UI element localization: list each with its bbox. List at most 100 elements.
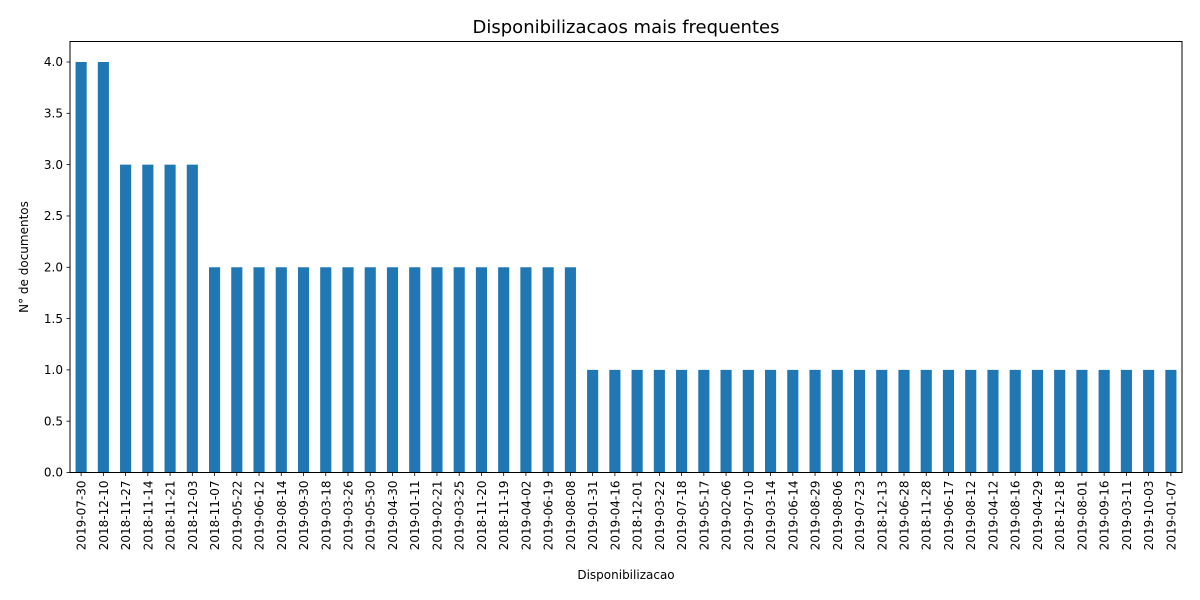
bar [498, 267, 510, 473]
bar [898, 369, 910, 473]
bar [120, 164, 132, 473]
bar [1076, 369, 1088, 473]
bar [1120, 369, 1132, 473]
bars-group [75, 62, 1177, 473]
bar [720, 369, 732, 473]
x-tick-label: 2019-03-14 [764, 481, 778, 551]
y-tick-label: 2.0 [44, 260, 63, 274]
y-tick-label: 3.0 [44, 158, 63, 172]
x-tick-label: 2018-12-10 [97, 481, 111, 551]
bar [1031, 369, 1043, 473]
x-tick-label: 2019-05-22 [230, 481, 244, 551]
y-tick-label: 3.5 [44, 107, 63, 121]
bar [75, 62, 87, 473]
bar [1009, 369, 1021, 473]
x-tick-label: 2019-04-30 [386, 481, 400, 551]
bar [386, 267, 399, 473]
x-tick-label: 2019-01-07 [1164, 481, 1178, 551]
x-tick-label: 2019-07-23 [853, 481, 867, 551]
x-tick-label: 2018-11-27 [119, 481, 133, 551]
bar [1054, 369, 1066, 473]
x-axis: 2019-07-30 2018-12-10 2018-11-27 2018-11-14… [75, 472, 1178, 551]
bar [609, 369, 621, 473]
bar [209, 267, 221, 473]
x-tick-label: 2019-01-11 [408, 481, 422, 551]
bar [987, 369, 999, 473]
x-tick-label: 2019-07-30 [75, 481, 89, 551]
x-tick-label: 2019-09-16 [1098, 481, 1112, 551]
x-tick-label: 2019-09-30 [297, 481, 311, 551]
x-tick-label: 2018-12-01 [631, 481, 645, 551]
bar [253, 267, 265, 473]
bar [587, 369, 599, 473]
x-tick-label: 2019-03-25 [453, 481, 467, 551]
x-tick-label: 2019-10-03 [1142, 481, 1156, 551]
bar [831, 369, 843, 473]
bar [698, 369, 710, 473]
y-tick-label: 4.0 [44, 55, 63, 69]
x-tick-label: 2019-06-14 [786, 481, 800, 551]
x-tick-label: 2018-11-07 [208, 481, 222, 551]
x-tick-label: 2019-02-21 [430, 481, 444, 551]
bar [142, 164, 154, 473]
y-tick-label: 0.5 [44, 414, 63, 428]
y-tick-label: 0.0 [44, 466, 63, 480]
x-tick-label: 2019-06-12 [253, 481, 267, 551]
bar [787, 369, 799, 473]
x-tick-label: 2018-11-28 [920, 481, 934, 551]
x-tick-label: 2019-08-08 [564, 481, 578, 551]
x-tick-label: 2019-03-11 [1120, 481, 1134, 551]
y-tick-label: 1.0 [44, 363, 63, 377]
bar [1165, 369, 1177, 473]
x-tick-label: 2019-04-02 [519, 481, 533, 551]
bar [1098, 369, 1110, 473]
x-tick-label: 2019-03-26 [342, 481, 356, 551]
x-tick-label: 2018-11-21 [164, 481, 178, 551]
y-tick-label: 1.5 [44, 312, 63, 326]
x-tick-label: 2018-11-14 [141, 481, 155, 551]
bar [342, 267, 354, 473]
bar [320, 267, 332, 473]
x-tick-label: 2019-02-06 [720, 481, 734, 551]
bar [631, 369, 643, 473]
y-axis: 0.0 0.5 1.0 1.5 2.0 2.5 3.0 3.5 4.0 [44, 55, 70, 480]
bar [876, 369, 888, 473]
bar [431, 267, 443, 473]
bar [453, 267, 465, 473]
chart-title: Disponibilizacaos mais frequentes [473, 17, 780, 38]
x-tick-label: 2019-06-19 [542, 481, 556, 551]
x-tick-label: 2019-06-28 [898, 481, 912, 551]
x-tick-label: 2019-04-16 [608, 481, 622, 551]
bar [364, 267, 376, 473]
bar [676, 369, 688, 473]
x-tick-label: 2019-05-30 [364, 481, 378, 551]
x-tick-label: 2019-06-17 [942, 481, 956, 551]
bar [742, 369, 754, 473]
bar [542, 267, 554, 473]
x-axis-label: Disponibilizacao [577, 568, 674, 582]
bar [475, 267, 487, 473]
bar [231, 267, 243, 473]
x-tick-label: 2019-04-29 [1031, 481, 1045, 551]
x-tick-label: 2019-08-12 [964, 481, 978, 551]
x-tick-label: 2019-07-10 [742, 481, 756, 551]
x-tick-label: 2019-04-12 [986, 481, 1000, 551]
y-tick-label: 2.5 [44, 209, 63, 223]
bar [809, 369, 821, 473]
x-tick-label: 2019-03-22 [653, 481, 667, 551]
bar [520, 267, 532, 473]
y-axis-label: N° de documentos [17, 201, 31, 313]
x-tick-label: 2019-07-18 [675, 481, 689, 551]
bar [164, 164, 176, 473]
x-tick-label: 2018-11-19 [497, 481, 511, 551]
bar [97, 62, 109, 473]
bar [297, 267, 310, 473]
bar [965, 369, 977, 473]
plot-frame [69, 41, 1183, 473]
bar [765, 369, 777, 473]
x-tick-label: 2019-03-18 [319, 481, 333, 551]
x-tick-label: 2019-01-31 [586, 481, 600, 551]
bar [853, 369, 866, 473]
bar [564, 267, 576, 473]
